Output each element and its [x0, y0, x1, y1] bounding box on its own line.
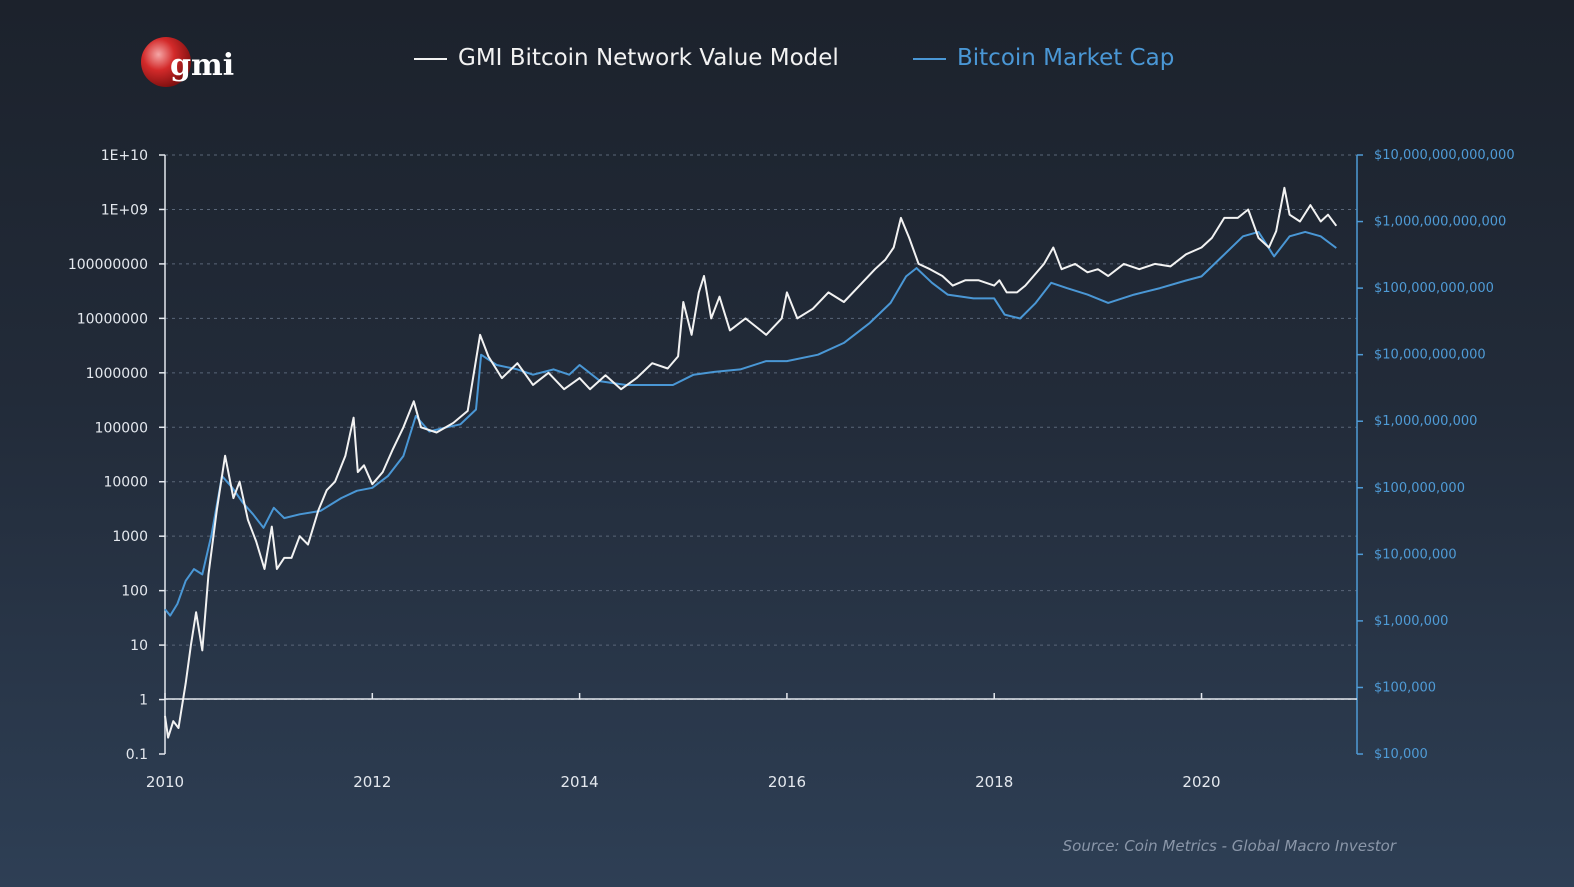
left-tick-label: 10000 — [103, 475, 148, 491]
x-tick-label: 2020 — [1182, 773, 1220, 791]
right-tick-label: $1,000,000,000 — [1374, 414, 1477, 429]
right-tick-label: $100,000 — [1374, 680, 1436, 695]
right-tick-label: $1,000,000 — [1374, 614, 1448, 629]
left-tick-label: 1E+09 — [101, 202, 148, 218]
x-tick-label: 2014 — [561, 773, 599, 791]
x-tick-label: 2012 — [353, 773, 391, 791]
left-tick-label: 100 — [121, 584, 148, 600]
left-tick-label: 1000000 — [86, 366, 148, 382]
right-tick-label: $10,000 — [1374, 747, 1428, 762]
left-tick-label: 100000000 — [68, 257, 148, 273]
legend-label-model: GMI Bitcoin Network Value Model — [458, 45, 839, 71]
right-tick-label: $100,000,000 — [1374, 481, 1465, 496]
logo-text: gmi — [170, 48, 234, 83]
right-tick-label: $1,000,000,000,000 — [1374, 215, 1506, 230]
left-tick-label: 1000 — [112, 529, 148, 545]
right-tick-label: $10,000,000,000 — [1374, 348, 1486, 363]
grid — [165, 154, 1357, 701]
axes — [159, 154, 1363, 755]
series-lines — [164, 186, 1338, 739]
left-tick-label: 0.1 — [126, 747, 148, 763]
x-tick-label: 2018 — [975, 773, 1013, 791]
gmi-logo: gmi — [141, 37, 234, 87]
tick-labels: 0.1 1 10 100 1000 10000 100000 1000000 10000000 1… — [68, 148, 1515, 791]
series-market-cap-line — [164, 230, 1337, 617]
right-tick-label: $10,000,000,000,000 — [1374, 148, 1515, 163]
logo-sphere — [141, 37, 191, 87]
source-note: Source: Coin Metrics - Global Macro Inve… — [1063, 837, 1397, 855]
right-tick-label: $100,000,000,000 — [1374, 281, 1494, 296]
left-tick-label: 10000000 — [77, 311, 148, 327]
x-tick-label: 2010 — [146, 773, 184, 791]
left-tick-label: 100000 — [95, 420, 148, 436]
x-tick-label: 2016 — [768, 773, 806, 791]
series-model-line — [164, 186, 1338, 739]
left-tick-label: 10 — [130, 638, 148, 654]
right-tick-label: $10,000,000 — [1374, 547, 1457, 562]
legend-label-market: Bitcoin Market Cap — [957, 45, 1174, 71]
left-tick-label: 1 — [139, 693, 148, 709]
left-tick-label: 1E+10 — [101, 148, 148, 164]
legend: GMI Bitcoin Network Value Model Bitcoin … — [414, 45, 1174, 71]
